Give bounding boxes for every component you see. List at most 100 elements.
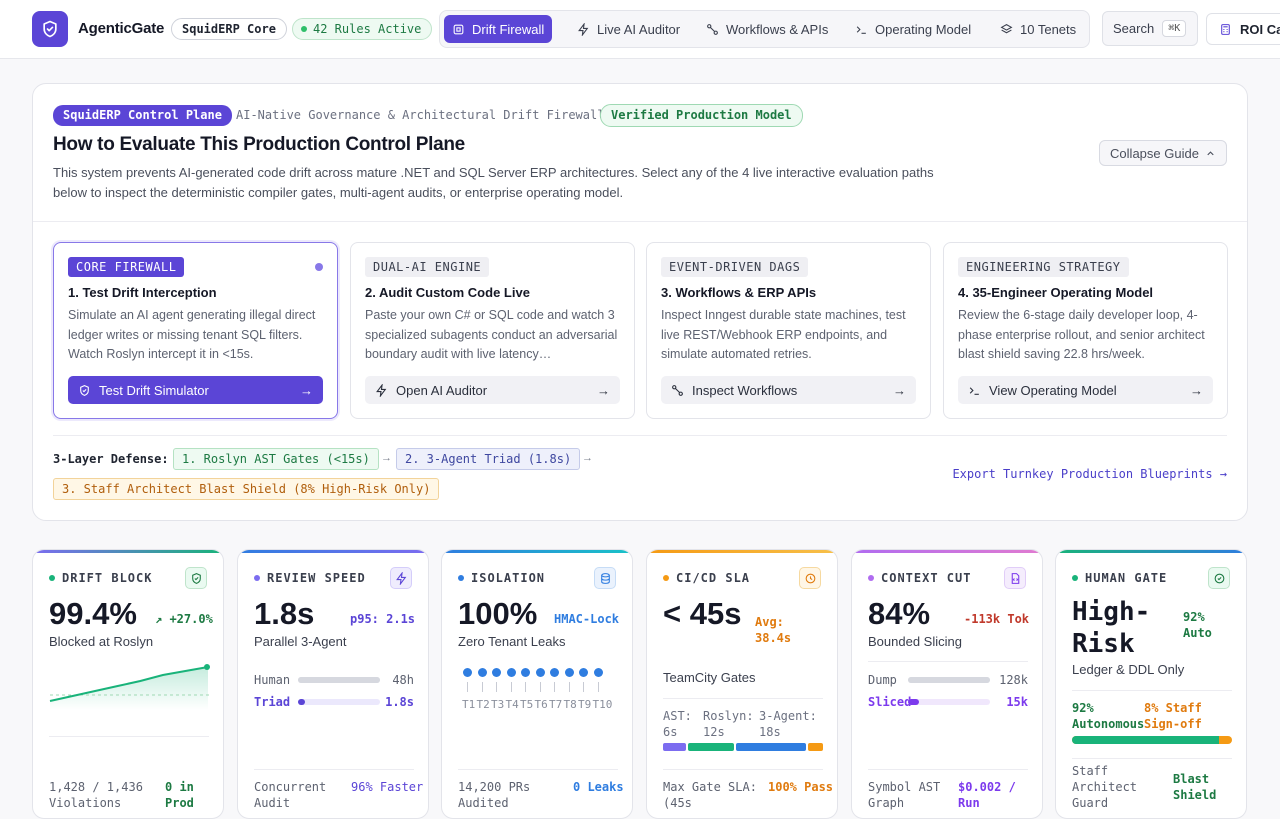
guide-subtitle: AI-Native Governance & Architectural Dri… — [236, 108, 605, 122]
bar-fill — [908, 677, 990, 683]
control-plane-tag: SquidERP Control Plane — [53, 105, 232, 126]
card-title: 4. 35-Engineer Operating Model — [958, 285, 1154, 300]
metric-value: High-Risk — [1072, 597, 1151, 659]
tenant-stem — [568, 682, 570, 692]
tenant-dot — [579, 668, 588, 677]
search-button[interactable]: Search ⌘K — [1102, 11, 1198, 46]
tenant-dot — [506, 668, 516, 677]
metric-footer-label: 1,428 / 1,436 Violations — [49, 780, 143, 810]
nav-tab-operating-model[interactable]: Operating Model — [847, 15, 979, 43]
test-drift-simulator-button[interactable]: Test Drift Simulator → — [68, 376, 323, 404]
comparison-row-triad: Triad 1.8s — [254, 695, 414, 709]
tenant-dot — [550, 668, 559, 677]
roi-calculator-button[interactable]: ROI Ca — [1206, 13, 1280, 45]
status-dot-icon — [254, 575, 260, 581]
divider — [49, 736, 209, 737]
metric-footer-label: 14,200 PRs Audited — [458, 780, 531, 810]
card-accent-bar — [647, 550, 837, 553]
nav-tab-workflows-apis[interactable]: Workflows & APIs — [698, 15, 836, 43]
stage-bar — [663, 743, 823, 751]
arrow-right-icon: → — [597, 382, 610, 398]
metric-label-text: CI/CD SLA — [676, 571, 751, 585]
open-ai-auditor-button[interactable]: Open AI Auditor → — [365, 376, 620, 404]
shield-check-logo-icon[interactable] — [32, 11, 68, 47]
sparkline-line — [49, 666, 209, 702]
drift-sparkline — [49, 664, 210, 710]
card-tag: ENGINEERING STRATEGY — [958, 257, 1129, 277]
metric-trend: -113k Tok — [964, 612, 1030, 626]
defense-layer-triad: 2. 3-Agent Triad (1.8s) — [396, 448, 581, 470]
metric-label: ISOLATION — [458, 571, 545, 585]
tenant-stem — [525, 682, 526, 692]
nav-tab-label: Operating Model — [875, 21, 972, 37]
tenant-label: T6 — [534, 698, 548, 711]
status-dot-icon — [301, 26, 307, 32]
card-title: 1. Test Drift Interception — [68, 285, 217, 300]
tenant-stem — [583, 682, 584, 692]
nav-tab-live-ai-auditor[interactable]: Live AI Auditor — [569, 15, 688, 43]
metric-label-text: DRIFT BLOCK — [62, 571, 153, 585]
sparkline-endpoint — [204, 664, 210, 670]
tenant-grid: T1 T2 T3 T4 T5 T6 T7 T8 T9 T10 — [461, 668, 621, 718]
bolt-icon — [390, 567, 412, 589]
export-blueprints-link[interactable]: Export Turnkey Production Blueprints → — [952, 467, 1227, 481]
metric-label-text: ISOLATION — [471, 571, 546, 585]
path-card-audit-custom-code[interactable]: DUAL-AI ENGINE 2. Audit Custom Code Live… — [350, 242, 635, 419]
trend-up-icon: ↗ — [155, 612, 170, 626]
status-dot-icon — [663, 575, 669, 581]
nav-tab-label: Live AI Auditor — [597, 21, 681, 37]
arrow-right-icon: → — [300, 382, 313, 398]
path-card-workflows-erp-apis[interactable]: EVENT-DRIVEN DAGS 3. Workflows & ERP API… — [646, 242, 931, 419]
tenant-dot — [477, 668, 487, 677]
layers-icon — [1000, 23, 1013, 33]
nav-tab-10-tenets[interactable]: 10 Tenets — [992, 15, 1084, 43]
row-label: Triad — [254, 695, 291, 709]
status-dot-icon — [1072, 575, 1078, 581]
terminal-icon — [856, 25, 866, 34]
core-pill: SquidERP Core — [171, 18, 287, 40]
defense-layer-blast-shield: 3. Staff Architect Blast Shield (8% High… — [53, 478, 440, 500]
button-label: Inspect Workflows — [692, 382, 798, 398]
evaluation-guide-panel: SquidERP Control Plane AI-Native Governa… — [32, 83, 1248, 521]
comparison-row-dump: Dump 128k — [868, 673, 1028, 687]
defense-label: 3-Layer Defense: — [53, 452, 169, 466]
tenant-dot — [463, 668, 472, 677]
roi-label: ROI Ca — [1240, 21, 1280, 37]
bar-fill — [908, 699, 920, 705]
nav-tab-drift-firewall[interactable]: Drift Firewall — [444, 15, 553, 43]
metric-footer-label: Symbol AST Graph — [868, 780, 941, 810]
tenant-label: T4 — [505, 698, 519, 711]
row-label: Human — [254, 673, 291, 687]
metric-trend: 92% Auto — [1183, 610, 1212, 640]
metric-label: REVIEW SPEED — [254, 571, 366, 585]
metric-card-cicd-sla: CI/CD SLA < 45s Avg: 38.4s TeamCity Gate… — [646, 549, 838, 819]
path-card-operating-model[interactable]: ENGINEERING STRATEGY 4. 35-Engineer Oper… — [943, 242, 1228, 419]
collapse-guide-button[interactable]: Collapse Guide — [1099, 140, 1227, 166]
card-accent-bar — [852, 550, 1042, 553]
tenant-stem — [510, 682, 512, 692]
metric-trend: p95: 2.1s — [350, 612, 416, 626]
tenant-label: T5 — [520, 698, 534, 711]
divider — [868, 661, 1028, 662]
view-operating-model-button[interactable]: View Operating Model → — [958, 376, 1213, 404]
metric-label: CI/CD SLA — [663, 571, 750, 585]
inspect-workflows-button[interactable]: Inspect Workflows → — [661, 376, 916, 404]
search-shortcut: ⌘K — [1162, 20, 1187, 37]
bolt-icon — [578, 22, 589, 36]
tenant-label: T3 — [491, 698, 505, 711]
divider — [1072, 758, 1232, 759]
tenant-label: T8 — [563, 698, 577, 711]
rules-active-label: 42 Rules Active — [313, 22, 422, 36]
metric-footer-value: 0 in Prod — [165, 780, 194, 810]
metric-card-human-gate: HUMAN GATE High-Risk 92% Auto Ledger & D… — [1055, 549, 1247, 819]
tenant-label: T2 — [476, 698, 490, 711]
stage-segment — [663, 743, 687, 751]
tenant-stem — [481, 682, 483, 692]
card-description: Inspect Inngest durable state machines, … — [661, 308, 906, 361]
divider — [254, 769, 414, 770]
stage-segment — [807, 743, 823, 751]
card-description: Simulate an AI agent generating illegal … — [68, 308, 316, 361]
metric-subtitle: Bounded Slicing — [868, 634, 962, 649]
path-card-drift-interception[interactable]: CORE FIREWALL 1. Test Drift Interception… — [53, 242, 338, 419]
tenant-dot — [521, 668, 530, 677]
